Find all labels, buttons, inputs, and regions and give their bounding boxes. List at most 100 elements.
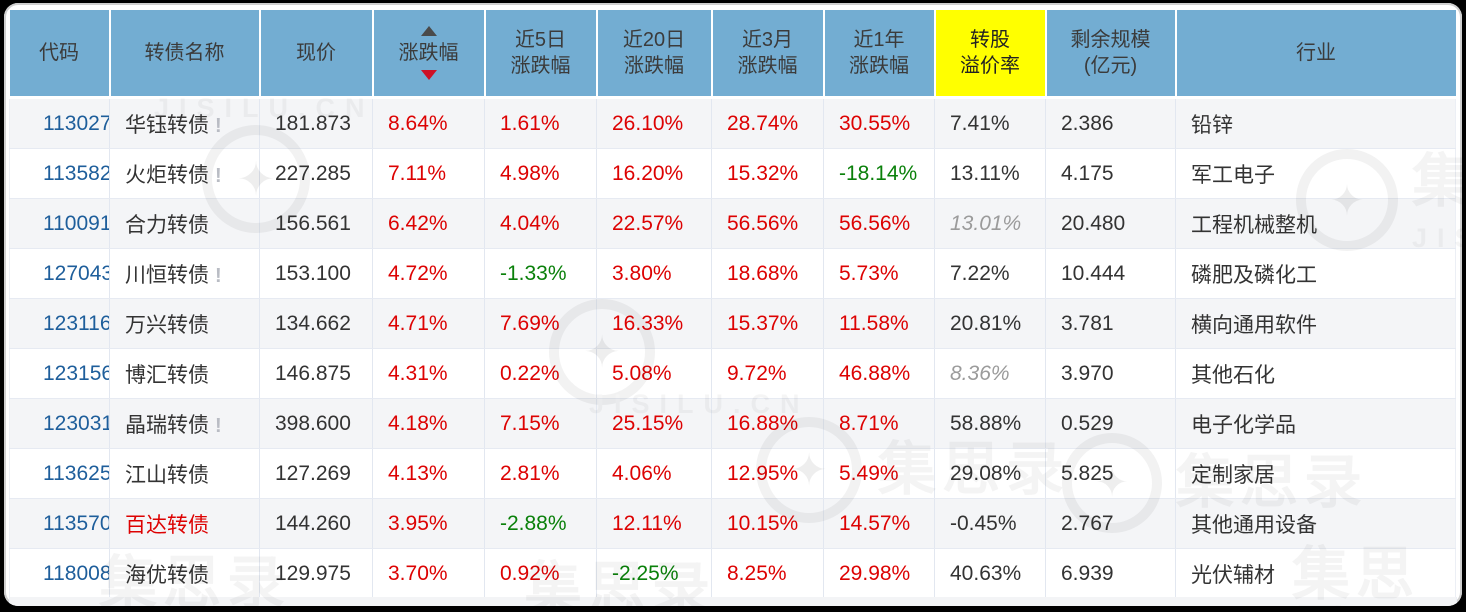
change-3m-cell: 8.25%: [711, 548, 824, 599]
convertible-bond-table: 代码 转债名称 现价 涨跌幅 近5日 涨跌幅 近20日 涨跌幅 近3月 涨跌幅 …: [9, 10, 1456, 599]
conversion-premium-cell: 13.11%: [934, 148, 1046, 199]
change-20d-cell: 26.10%: [596, 97, 712, 149]
conversion-premium-cell: -0.45%: [934, 498, 1046, 549]
column-header-change-label: 涨跌幅: [398, 42, 459, 64]
conversion-premium-cell: 7.22%: [934, 248, 1046, 299]
bond-name: 万兴转债: [125, 313, 209, 337]
bond-code-link[interactable]: 123031: [43, 411, 110, 435]
sort-ascending-icon: [420, 26, 437, 36]
bond-code-cell: 113570: [9, 498, 110, 549]
bond-code-link[interactable]: 118008: [43, 561, 110, 585]
table-row: 123116 万兴转债 134.662 4.71% 7.69% 16.33% 1…: [9, 298, 1456, 349]
bond-name-cell: 火炬转债!: [109, 148, 260, 199]
industry-cell: 其他通用设备: [1175, 498, 1456, 549]
column-header-change[interactable]: 涨跌幅: [371, 10, 485, 99]
change-3m-cell: 16.88%: [711, 398, 824, 449]
change-3m-cell: 15.37%: [711, 298, 824, 349]
column-header-industry[interactable]: 行业: [1174, 10, 1456, 99]
bond-name: 合力转债: [125, 213, 209, 237]
column-header-change-5d[interactable]: 近5日 涨跌幅: [483, 10, 597, 99]
industry-cell: 军工电子: [1175, 148, 1456, 199]
bond-name-cell: 博汇转债: [109, 348, 260, 399]
change-5d-cell: 7.69%: [484, 298, 597, 349]
warning-mark-icon: !: [215, 264, 222, 287]
table-row: 123031 晶瑞转债! 398.600 4.18% 7.15% 25.15% …: [9, 398, 1456, 449]
bond-name-cell: 合力转债: [109, 198, 260, 249]
current-price-cell: 398.600: [259, 398, 373, 449]
bond-name: 晶瑞转债: [125, 413, 209, 437]
change-1y-cell: 5.49%: [823, 448, 935, 499]
change-5d-cell: 2.81%: [484, 448, 597, 499]
bond-code-cell: 123156: [9, 348, 110, 399]
bond-code-link[interactable]: 123116: [43, 311, 110, 335]
change-1y-cell: 30.55%: [823, 97, 935, 149]
remaining-size-cell: 4.175: [1045, 148, 1176, 199]
bond-table-panel: 代码 转债名称 现价 涨跌幅 近5日 涨跌幅 近20日 涨跌幅 近3月 涨跌幅 …: [4, 3, 1462, 606]
table-row: 113625 江山转债 127.269 4.13% 2.81% 4.06% 12…: [9, 448, 1456, 499]
bond-code-link[interactable]: 113625: [43, 461, 110, 485]
industry-cell: 定制家居: [1175, 448, 1456, 499]
column-header-change-20d[interactable]: 近20日 涨跌幅: [595, 10, 712, 99]
column-header-change-20d-label: 近20日 涨跌幅: [622, 29, 686, 77]
conversion-premium-cell: 40.63%: [934, 548, 1046, 599]
change-20d-cell: 12.11%: [596, 498, 712, 549]
bond-code-link[interactable]: 127043: [43, 261, 110, 285]
current-price-cell: 156.561: [259, 198, 373, 249]
column-header-change-1y[interactable]: 近1年 涨跌幅: [822, 10, 935, 99]
bond-code-link[interactable]: 113570: [43, 511, 110, 535]
column-header-name-label: 转债名称: [144, 42, 225, 64]
column-header-name[interactable]: 转债名称: [108, 10, 260, 99]
current-price-cell: 127.269: [259, 448, 373, 499]
table-row: 110091 合力转债 156.561 6.42% 4.04% 22.57% 5…: [9, 198, 1456, 249]
column-header-conversion-premium[interactable]: 转股 溢价率: [933, 10, 1046, 99]
change-cell: 4.71%: [372, 298, 485, 349]
sort-descending-icon: [420, 70, 437, 80]
bond-name-cell: 川恒转债!: [109, 248, 260, 299]
change-5d-cell: 0.22%: [484, 348, 597, 399]
change-cell: 4.72%: [372, 248, 485, 299]
column-header-price-label: 现价: [296, 42, 336, 64]
change-20d-cell: 16.20%: [596, 148, 712, 199]
table-row: 123156 博汇转债 146.875 4.31% 0.22% 5.08% 9.…: [9, 348, 1456, 399]
change-5d-cell: -2.88%: [484, 498, 597, 549]
change-1y-cell: 8.71%: [823, 398, 935, 449]
column-header-remaining-size[interactable]: 剩余规模 (亿元): [1044, 10, 1176, 99]
remaining-size-cell: 6.939: [1045, 548, 1176, 599]
change-cell: 3.95%: [372, 498, 485, 549]
current-price-cell: 153.100: [259, 248, 373, 299]
column-header-change-3m[interactable]: 近3月 涨跌幅: [710, 10, 824, 99]
bond-name: 火炬转债: [125, 163, 209, 187]
bond-name: 江山转债: [125, 463, 209, 487]
change-5d-cell: 0.92%: [484, 548, 597, 599]
bond-code-cell: 113582: [9, 148, 110, 199]
remaining-size-cell: 20.480: [1045, 198, 1176, 249]
industry-cell: 磷肥及磷化工: [1175, 248, 1456, 299]
remaining-size-cell: 3.970: [1045, 348, 1176, 399]
table-header: 代码 转债名称 现价 涨跌幅 近5日 涨跌幅 近20日 涨跌幅 近3月 涨跌幅 …: [9, 10, 1456, 99]
column-header-industry-label: 行业: [1296, 42, 1336, 64]
bond-code-link[interactable]: 113027: [43, 111, 110, 135]
column-header-change-1y-label: 近1年 涨跌幅: [849, 29, 909, 77]
conversion-premium-cell: 20.81%: [934, 298, 1046, 349]
change-1y-cell: 11.58%: [823, 298, 935, 349]
conversion-premium-cell: 29.08%: [934, 448, 1046, 499]
column-header-conversion-premium-label: 转股 溢价率: [960, 29, 1020, 77]
bond-code-link[interactable]: 110091: [43, 211, 110, 235]
change-3m-cell: 12.95%: [711, 448, 824, 499]
change-cell: 4.31%: [372, 348, 485, 399]
bond-code-link[interactable]: 123156: [43, 361, 110, 385]
column-header-price[interactable]: 现价: [258, 10, 373, 99]
change-5d-cell: 7.15%: [484, 398, 597, 449]
bond-name: 川恒转债: [125, 263, 209, 287]
bond-code-cell: 123116: [9, 298, 110, 349]
bond-code-cell: 113625: [9, 448, 110, 499]
bond-name-cell: 百达转债: [109, 498, 260, 549]
table-row: 113582 火炬转债! 227.285 7.11% 4.98% 16.20% …: [9, 148, 1456, 199]
bond-code-link[interactable]: 113582: [43, 161, 110, 185]
column-header-code[interactable]: 代码: [9, 10, 110, 99]
bond-name-cell: 江山转债: [109, 448, 260, 499]
change-3m-cell: 9.72%: [711, 348, 824, 399]
change-20d-cell: -2.25%: [596, 548, 712, 599]
table-row: 113570 百达转债 144.260 3.95% -2.88% 12.11% …: [9, 498, 1456, 549]
